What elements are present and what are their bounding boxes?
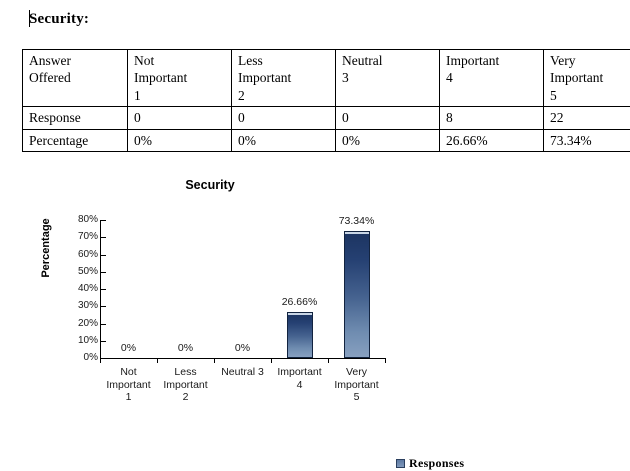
chart-title: Security [0, 178, 420, 192]
y-axis-tick: 30% [50, 300, 106, 312]
x-axis-tick-mark [157, 358, 158, 363]
y-axis-tick-label: 50% [78, 266, 98, 278]
y-axis-tick-label: 80% [78, 214, 98, 226]
x-axis-tick-mark [385, 358, 386, 363]
table-cell: Very Important 5 [544, 50, 630, 107]
y-axis-tick-label: 70% [78, 231, 98, 243]
bar-value-label: 0% [203, 342, 283, 354]
table-cell: 26.66% [440, 129, 544, 151]
row-header-response: Response [23, 107, 128, 129]
table-cell: 22 [544, 107, 630, 129]
legend-swatch-icon [396, 459, 405, 468]
table-cell: 0 [232, 107, 336, 129]
table-row: Response 0 0 0 8 22 [23, 107, 630, 129]
x-axis-tick-mark [214, 358, 215, 363]
y-axis-tick-mark [101, 306, 106, 307]
y-axis-tick-mark [101, 237, 106, 238]
y-axis-tick-label: 40% [78, 283, 98, 295]
table-cell: 0% [128, 129, 232, 151]
y-axis-tick-label: 20% [78, 318, 98, 330]
legend-label: Responses [409, 456, 464, 471]
x-axis-line [100, 358, 385, 359]
y-axis-tick-label: 60% [78, 249, 98, 261]
table-cell: 0% [232, 129, 336, 151]
y-axis-tick-label: 30% [78, 300, 98, 312]
y-axis-tick-mark [101, 255, 106, 256]
y-axis-tick: 80% [50, 214, 106, 226]
x-axis-tick-mark [100, 358, 101, 363]
bar-value-label: 73.34% [317, 215, 397, 227]
y-axis-tick: 20% [50, 318, 106, 330]
table-cell: Neutral 3 [336, 50, 440, 107]
bar-highlight [288, 313, 312, 315]
table-row: Percentage 0% 0% 0% 26.66% 73.34% [23, 129, 630, 151]
y-axis-tick-mark [101, 358, 106, 359]
bar-chart: Security Percentage 0%10%20%30%40%50%60%… [0, 170, 630, 444]
y-axis-tick: 50% [50, 266, 106, 278]
table-row: Answer Offered Not Important 1 Less Impo… [23, 50, 630, 107]
table-cell: Less Important 2 [232, 50, 336, 107]
y-axis-tick-mark [101, 220, 106, 221]
table-cell: 73.34% [544, 129, 630, 151]
y-axis-tick-mark [101, 289, 106, 290]
x-axis-tick-mark [328, 358, 329, 363]
chart-legend: Responses [396, 456, 464, 471]
table-cell: Not Important 1 [128, 50, 232, 107]
table-cell: 8 [440, 107, 544, 129]
bar [287, 312, 313, 358]
bar [344, 231, 370, 358]
y-axis-tick-mark [101, 324, 106, 325]
bar-highlight [345, 232, 369, 234]
table-cell: 0% [336, 129, 440, 151]
y-axis-tick: 60% [50, 249, 106, 261]
y-axis-tick: 70% [50, 231, 106, 243]
bar-value-label: 26.66% [260, 296, 340, 308]
y-axis-tick-mark [101, 272, 106, 273]
survey-results-table: Answer Offered Not Important 1 Less Impo… [22, 49, 630, 152]
x-axis-category-label: Very Important 5 [323, 366, 391, 404]
page-title: Security: [29, 11, 89, 28]
table-cell: 0 [128, 107, 232, 129]
row-header-percentage: Percentage [23, 129, 128, 151]
row-header-answer-offered: Answer Offered [23, 50, 128, 107]
x-axis-tick-mark [271, 358, 272, 363]
table-cell: 0 [336, 107, 440, 129]
table-cell: Important 4 [440, 50, 544, 107]
y-axis-tick: 40% [50, 283, 106, 295]
